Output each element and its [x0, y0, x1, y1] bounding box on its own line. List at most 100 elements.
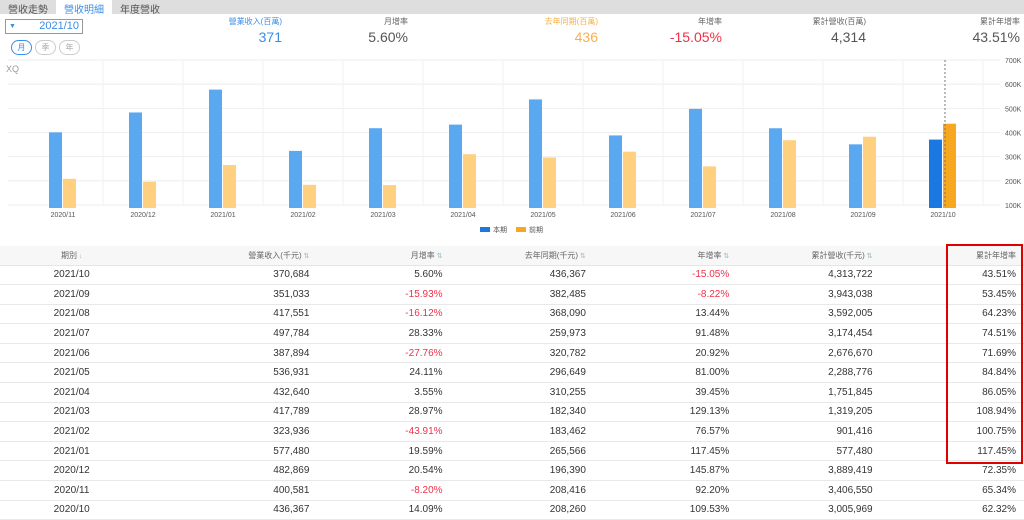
table-cell: 28.33% — [317, 323, 451, 344]
table-row[interactable]: 2020/12 482,869 20.54% 196,390 145.87% 3,889,… — [0, 460, 1024, 482]
table-cell: 3,889,419 — [737, 460, 881, 482]
table-cell: 39.45% — [593, 382, 738, 403]
header-label: 期別 — [60, 250, 77, 260]
bar-前期-2021/10[interactable] — [943, 123, 956, 208]
column-header[interactable]: 期別 ↓ — [0, 246, 144, 266]
table-row[interactable]: 2021/04 432,640 3.55% 310,255 39.45% 1,751,84… — [0, 382, 1024, 403]
bar-前期-2021/09[interactable] — [863, 136, 876, 208]
bar-本期-2021/03[interactable] — [369, 128, 382, 208]
bar-本期-2020/11[interactable] — [49, 132, 62, 208]
tab-bar: 營收走勢 營收明細 年度營收 — [0, 0, 1024, 16]
x-tick-label: 2021/06 — [610, 212, 635, 219]
table-cell: 536,931 — [143, 362, 318, 384]
bar-本期-2021/06[interactable] — [609, 135, 622, 208]
column-header[interactable]: 營業收入(千元) ⇅ — [143, 246, 318, 266]
header-label: 去年同期(千元) — [524, 250, 579, 260]
bar-本期-2021/09[interactable] — [849, 144, 862, 208]
table-row[interactable]: 2021/05 536,931 24.11% 296,649 81.00% 2,288,7… — [0, 362, 1024, 384]
table-cell: 2021/04 — [0, 382, 144, 403]
table-cell: 208,416 — [450, 480, 594, 501]
bar-前期-2020/12[interactable] — [143, 181, 156, 208]
y-tick-label: 400K — [1005, 131, 1022, 138]
tab-annual-revenue[interactable]: 年度營收 — [120, 5, 160, 16]
table-cell: 436,367 — [143, 500, 318, 520]
table-cell: 183,462 — [450, 421, 594, 442]
bar-本期-2021/01[interactable] — [209, 89, 222, 208]
bar-本期-2020/12[interactable] — [129, 112, 142, 208]
column-header[interactable]: 累計年增率 — [880, 246, 1024, 266]
table-cell: 2,676,670 — [737, 343, 881, 364]
stat-3: 年增率 -15.05% — [670, 16, 722, 45]
y-tick-label: 500K — [1005, 106, 1022, 113]
tab-revenue-detail[interactable]: 營收明細 — [56, 0, 112, 16]
table-cell: 74.51% — [880, 323, 1024, 344]
table-cell: 64.23% — [880, 304, 1024, 325]
stat-label: 去年同期(百萬) — [544, 17, 598, 26]
tab-revenue-trend[interactable]: 營收走勢 — [8, 5, 48, 16]
table-row[interactable]: 2021/02 323,936 -43.91% 183,462 76.57% 901,41… — [0, 421, 1024, 442]
x-tick-label: 2020/11 — [51, 212, 76, 219]
column-header[interactable]: 去年同期(千元) ⇅ — [450, 246, 594, 266]
table-cell: -16.12% — [317, 304, 451, 325]
header-label: 累計營收(千元) — [811, 250, 865, 260]
bar-前期-2020/11[interactable] — [63, 178, 76, 208]
stat-value: -15.05% — [669, 29, 722, 45]
sort-icon: ⇅ — [301, 252, 310, 260]
table-row[interactable]: 2021/09 351,033 -15.93% 382,485 -8.22% 3,943,… — [0, 284, 1024, 305]
date-select[interactable]: ▼ 2021/10 — [5, 19, 83, 34]
table-row[interactable]: 2020/11 400,581 -8.20% 208,416 92.20% 3,406,5… — [0, 480, 1024, 501]
table-cell: 1,751,845 — [737, 382, 881, 403]
bar-本期-2021/10[interactable] — [929, 139, 942, 208]
column-header[interactable]: 月增率 ⇅ — [317, 246, 451, 266]
bar-本期-2021/02[interactable] — [289, 150, 302, 208]
sort-icon: ⇅ — [578, 252, 586, 260]
bar-前期-2021/03[interactable] — [383, 185, 396, 208]
table-cell: 72.35% — [880, 460, 1024, 482]
table-cell: 3,174,454 — [737, 323, 881, 344]
table-row[interactable]: 2021/03 417,789 28.97% 182,340 129.13% 1,319,… — [0, 402, 1024, 423]
table-cell: 1,319,205 — [737, 402, 881, 423]
bar-本期-2021/04[interactable] — [449, 124, 462, 208]
x-tick-label: 2021/07 — [690, 212, 715, 219]
bar-前期-2021/08[interactable] — [783, 140, 796, 208]
table-row[interactable]: 2021/07 497,784 28.33% 259,973 91.48% 3,174,4… — [0, 323, 1024, 344]
bar-前期-2021/07[interactable] — [703, 166, 716, 208]
bar-本期-2021/07[interactable] — [689, 108, 702, 208]
x-tick-label: 2021/09 — [850, 212, 875, 219]
bar-本期-2021/05[interactable] — [529, 99, 542, 208]
table-row[interactable]: 2021/06 387,894 -27.76% 320,782 20.92% 2,676,… — [0, 343, 1024, 364]
table-row[interactable]: 2020/10 436,367 14.09% 208,260 109.53% 3,005,… — [0, 500, 1024, 520]
period-year-button[interactable]: 年 — [59, 40, 80, 55]
table-cell: 577,480 — [143, 441, 318, 462]
table-cell: 3,406,550 — [737, 480, 881, 501]
sort-icon: ⇅ — [434, 252, 443, 260]
x-tick-label: 2020/12 — [130, 212, 155, 219]
stat-1: 月增率 5.60% — [368, 16, 408, 45]
table-row[interactable]: 2021/10 370,684 5.60% 436,367 -15.05% 4,313,7… — [0, 265, 1024, 286]
column-header[interactable]: 累計營收(千元) ⇅ — [737, 246, 881, 266]
column-header[interactable]: 年增率 ⇅ — [593, 246, 738, 266]
bar-前期-2021/06[interactable] — [623, 151, 636, 208]
table-row[interactable]: 2021/08 417,551 -16.12% 368,090 13.44% 3,592,… — [0, 304, 1024, 325]
period-quarter-button[interactable]: 季 — [35, 40, 56, 55]
table-cell: 323,936 — [143, 421, 318, 442]
stat-label: 累計年增率 — [980, 17, 1020, 26]
stat-5: 累計年增率 43.51% — [973, 16, 1020, 45]
table-cell: 145.87% — [593, 460, 738, 482]
table-row[interactable]: 2021/01 577,480 19.59% 265,566 117.45% 577,48… — [0, 441, 1024, 462]
stat-value: 371 — [258, 29, 282, 45]
legend-swatch — [516, 227, 526, 232]
bar-前期-2021/01[interactable] — [223, 164, 236, 208]
table-cell: 901,416 — [737, 421, 881, 442]
bar-前期-2021/02[interactable] — [303, 184, 316, 208]
bar-前期-2021/04[interactable] — [463, 154, 476, 208]
stat-label: 累計營收(百萬) — [812, 17, 866, 26]
bar-前期-2021/05[interactable] — [543, 157, 556, 208]
period-month-button[interactable]: 月 — [11, 40, 32, 55]
stat-4: 累計營收(百萬) 4,314 — [813, 16, 866, 45]
x-tick-label: 2021/02 — [290, 212, 315, 219]
revenue-bar-chart: XQ 100K 200K 300K 400K 500K 600K 700K 2020/11 202… — [6, 58, 1022, 234]
table-cell: 3,943,038 — [737, 284, 881, 305]
bar-本期-2021/08[interactable] — [769, 128, 782, 208]
stat-label: 年增率 — [698, 17, 722, 26]
